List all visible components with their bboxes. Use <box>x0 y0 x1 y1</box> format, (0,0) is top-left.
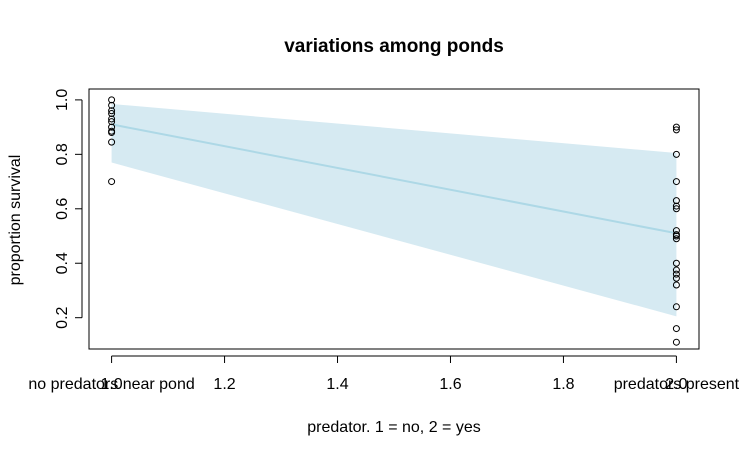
data-point <box>672 259 680 267</box>
y-axis: 0.2 0.4 0.6 0.8 1.0 <box>54 89 83 329</box>
data-point <box>672 303 680 311</box>
x-tick-label: 2.0 <box>665 376 687 393</box>
x-tick-label: 1.0 <box>100 376 122 393</box>
data-point <box>108 115 116 123</box>
plot-box <box>88 88 700 350</box>
data-point <box>672 325 680 333</box>
data-point <box>672 126 680 134</box>
data-point <box>672 266 680 274</box>
data-point <box>672 235 680 243</box>
data-point <box>108 178 116 186</box>
data-point <box>108 138 116 146</box>
data-point <box>672 227 680 235</box>
chart-title: variations among ponds <box>284 36 504 57</box>
x-tick-label: 1.6 <box>439 376 461 393</box>
x-tick-label: 1.4 <box>326 376 348 393</box>
y-tick-label: 1.0 <box>54 89 71 111</box>
group-labels: no predators near pond predators present <box>28 376 739 393</box>
data-point <box>672 197 680 205</box>
y-axis-label: proportion survival <box>7 155 24 286</box>
points-layer <box>108 96 680 346</box>
y-tick-label: 0.2 <box>54 306 71 328</box>
data-point <box>108 129 116 137</box>
y-tick-label: 0.8 <box>54 143 71 165</box>
data-point <box>108 110 116 118</box>
data-point <box>108 118 116 126</box>
data-point <box>672 178 680 186</box>
data-point <box>672 274 680 282</box>
fit-line <box>111 123 677 235</box>
data-point <box>672 123 680 131</box>
data-point <box>672 202 680 210</box>
data-point <box>108 96 116 104</box>
data-point <box>108 107 116 115</box>
data-point <box>672 338 680 346</box>
y-tick-label: 0.4 <box>54 252 71 274</box>
data-point <box>672 205 680 213</box>
x-axis: 1.0 1.2 1.4 1.6 1.8 2.0 <box>100 355 688 393</box>
fit-line-layer <box>111 123 677 235</box>
data-point <box>108 123 116 131</box>
data-point <box>672 281 680 289</box>
data-point <box>672 270 680 278</box>
x-axis-label: predator. 1 = no, 2 = yes <box>307 419 480 436</box>
confidence-band-layer <box>111 103 677 317</box>
confidence-band <box>111 103 677 317</box>
data-point <box>672 150 680 158</box>
group-label: no predators near pond <box>28 376 194 393</box>
y-tick-label: 0.6 <box>54 198 71 220</box>
group-label: predators present <box>614 376 740 393</box>
data-point <box>108 101 116 109</box>
x-tick-label: 1.2 <box>213 376 235 393</box>
x-tick-label: 1.8 <box>552 376 574 393</box>
data-point <box>672 231 680 239</box>
